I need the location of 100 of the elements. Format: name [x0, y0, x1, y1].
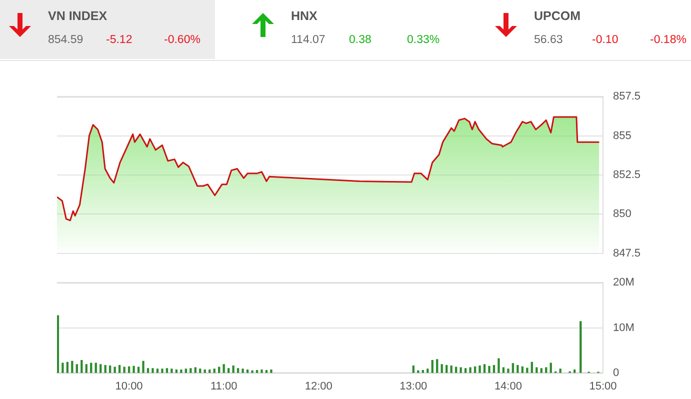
bar — [246, 370, 249, 373]
bar — [118, 364, 121, 373]
bar — [236, 368, 240, 373]
bar — [436, 359, 438, 373]
y-tick-label: 850 — [613, 208, 632, 220]
bar — [446, 364, 448, 373]
x-tick-label: 13:00 — [400, 380, 428, 393]
bar — [208, 370, 211, 373]
bar — [559, 368, 562, 373]
y-tick-label: 10M — [613, 322, 634, 334]
bar — [478, 365, 481, 373]
x-tick-label: 15:00 — [589, 380, 617, 393]
bar — [161, 368, 164, 373]
bar — [213, 368, 216, 373]
text: -0.10 — [592, 34, 618, 46]
text: -5.12 — [106, 34, 132, 46]
y-tick-label: 852.5 — [613, 169, 641, 182]
bar — [156, 368, 159, 373]
bar — [474, 366, 476, 373]
bar — [512, 363, 514, 373]
bar — [80, 360, 83, 373]
bar — [545, 367, 548, 373]
bar — [175, 370, 178, 373]
text: -0.60% — [164, 34, 200, 46]
bar — [440, 364, 443, 373]
bar — [109, 365, 112, 373]
bar — [190, 368, 192, 373]
bar — [184, 368, 187, 373]
bar — [492, 364, 496, 373]
bar — [521, 366, 524, 373]
bar — [464, 368, 467, 373]
bar — [194, 367, 196, 373]
bar — [270, 370, 272, 373]
text: 0.38 — [349, 34, 372, 46]
bar — [450, 365, 452, 373]
text: 854.59 — [48, 34, 84, 46]
bar — [71, 360, 74, 373]
bar — [128, 366, 130, 373]
bar — [580, 321, 582, 373]
bar — [114, 366, 116, 373]
text: UPCOM — [534, 9, 581, 23]
bar — [227, 368, 230, 373]
bar — [90, 362, 92, 373]
y-tick-label: 857.5 — [613, 90, 641, 103]
bar — [204, 370, 206, 373]
bar — [536, 367, 538, 373]
bar — [104, 364, 106, 373]
bar — [199, 368, 202, 373]
bar — [218, 366, 220, 373]
x-tick-label: 10:00 — [115, 380, 143, 393]
bar — [66, 362, 69, 373]
text: HNX — [291, 9, 318, 23]
bar — [550, 362, 552, 373]
bar — [123, 366, 126, 373]
bar — [530, 362, 533, 373]
bar — [498, 358, 500, 373]
bar — [222, 364, 225, 373]
bar — [507, 368, 510, 373]
bar — [516, 364, 519, 373]
bar — [469, 367, 472, 373]
bar — [573, 370, 576, 373]
bar — [132, 366, 135, 373]
bar — [488, 366, 490, 373]
text: 114.07 — [291, 34, 326, 46]
bar — [57, 315, 60, 373]
bar — [260, 370, 263, 373]
bar — [417, 370, 420, 373]
bar — [170, 368, 173, 373]
bar — [526, 368, 528, 373]
bar — [166, 368, 168, 373]
y-tick-label: 847.5 — [613, 247, 641, 260]
x-tick-label: 12:00 — [304, 380, 332, 393]
bar — [540, 368, 542, 373]
bar — [137, 366, 140, 373]
bar — [180, 370, 182, 373]
text: 0.33% — [407, 34, 440, 46]
bar — [152, 368, 154, 373]
bar — [232, 365, 234, 373]
bar — [426, 368, 429, 373]
x-tick-label: 14:00 — [494, 380, 522, 393]
bar — [85, 364, 88, 373]
bar — [251, 370, 254, 373]
bar — [265, 370, 268, 373]
bar — [76, 364, 78, 373]
bar — [242, 368, 244, 373]
text: -0.18% — [650, 34, 686, 46]
bar — [454, 366, 458, 373]
y-tick-label: 855 — [613, 130, 632, 142]
y-tick-label: 0 — [613, 367, 620, 380]
bar — [146, 368, 150, 373]
bar — [460, 367, 462, 373]
x-tick-label: 11:00 — [210, 380, 238, 393]
bar — [100, 364, 102, 373]
text: 56.63 — [534, 34, 563, 46]
bar — [502, 367, 505, 373]
bar — [483, 364, 486, 373]
bar — [94, 362, 97, 373]
y-tick-label: 20M — [613, 276, 634, 289]
bar — [412, 365, 414, 373]
bar — [142, 360, 144, 373]
